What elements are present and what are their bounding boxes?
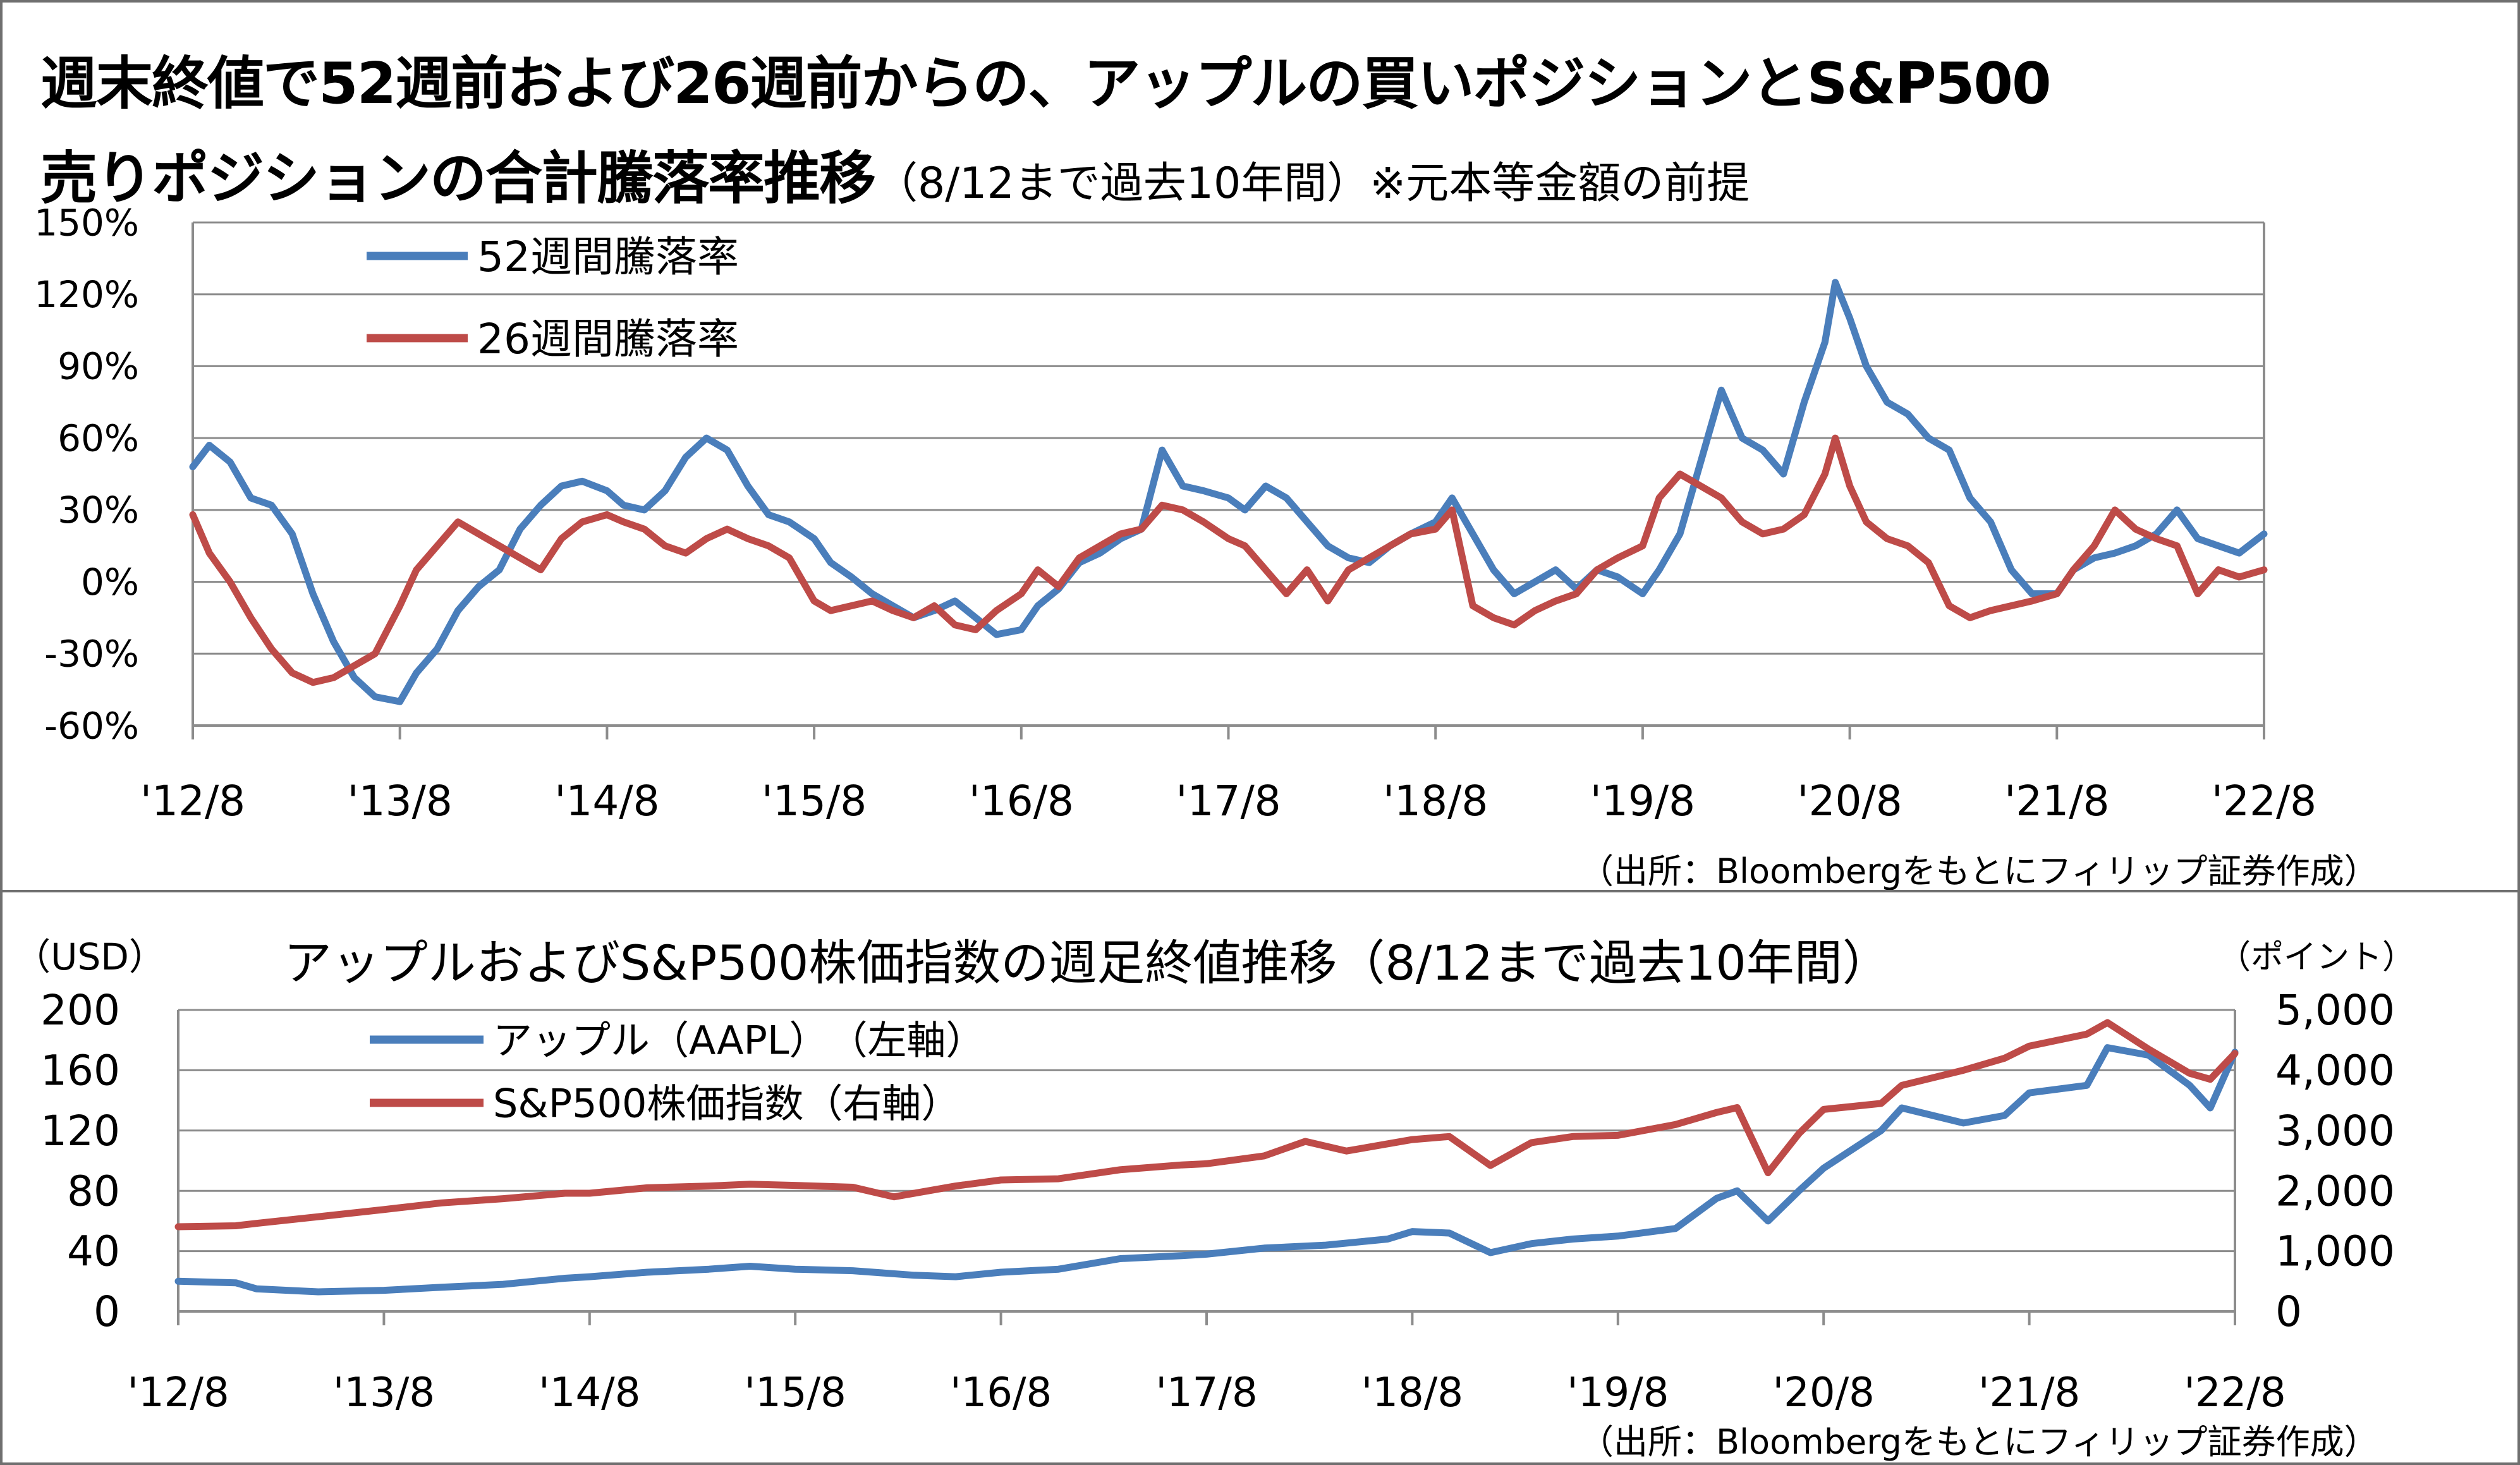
y-tick-label: 90% — [58, 345, 139, 388]
y2-tick-label: 5,000 — [2275, 986, 2395, 1035]
x-tick-label: '14/8 — [539, 1370, 640, 1416]
y-tick-label: 30% — [58, 489, 139, 532]
top-chart-source: （出所：Bloombergをもとにフィリップ証券作成） — [1580, 851, 2378, 891]
y2-tick-label: 3,000 — [2275, 1107, 2395, 1155]
x-tick-label: '22/8 — [2184, 1370, 2286, 1416]
x-tick-label: '12/8 — [127, 1370, 229, 1416]
x-tick-label: '12/8 — [140, 777, 245, 825]
x-tick-label: '16/8 — [969, 777, 1074, 825]
y-tick-label: 120 — [40, 1107, 120, 1155]
y2-tick-label: 4,000 — [2275, 1047, 2395, 1095]
x-tick-label: '18/8 — [1361, 1370, 1463, 1416]
y-tick-label: -30% — [44, 633, 139, 676]
top-chart-panel: 週末終値で52週前および26週前からの、アップルの買いポジションとS&P500 … — [0, 0, 2520, 892]
y-tick-label: 0% — [81, 561, 139, 604]
y-tick-label: 120% — [34, 273, 139, 316]
y-tick-label: 0 — [94, 1287, 120, 1336]
series-line-2 — [189, 434, 2268, 686]
x-tick-label: '13/8 — [348, 777, 453, 825]
y2-tick-label: 0 — [2275, 1287, 2302, 1336]
x-tick-label: '18/8 — [1383, 777, 1488, 825]
x-tick-label: '20/8 — [1797, 777, 1902, 825]
legend-label: S&P500株価指数（右軸） — [493, 1080, 960, 1126]
y-tick-label: 160 — [40, 1047, 120, 1095]
y-tick-label: 200 — [40, 986, 120, 1035]
series-line-1 — [189, 279, 2268, 705]
y2-tick-label: 1,000 — [2275, 1227, 2395, 1276]
y-tick-label: 60% — [58, 416, 139, 459]
x-tick-label: '20/8 — [1773, 1370, 1875, 1416]
top-chart-title-line2: 売りポジションの合計騰落率推移（8/12まで過去10年間）※元本等金額の前提 — [40, 132, 1750, 214]
x-tick-label: '19/8 — [1590, 777, 1695, 825]
bottom-chart-panel: （USD） アップルおよびS&P500株価指数の週足終値推移（8/12まで過去1… — [0, 890, 2520, 1465]
legend-label: アップル（AAPL） （左軸） — [493, 1017, 985, 1063]
x-tick-label: '22/8 — [2212, 777, 2316, 825]
top-chart-title-main: 売りポジションの合計騰落率推移 — [40, 145, 876, 212]
bottom-chart-left-unit: （USD） — [14, 935, 166, 978]
x-tick-label: '17/8 — [1176, 777, 1281, 825]
x-tick-label: '21/8 — [1978, 1370, 2080, 1416]
x-tick-label: '16/8 — [950, 1370, 1052, 1416]
x-tick-label: '15/8 — [762, 777, 867, 825]
top-chart-title-sub: （8/12まで過去10年間）※元本等金額の前提 — [875, 159, 1750, 209]
y2-tick-label: 2,000 — [2275, 1167, 2395, 1215]
x-tick-label: '19/8 — [1567, 1370, 1669, 1416]
x-tick-label: '13/8 — [333, 1370, 435, 1416]
y-tick-label: 150% — [34, 201, 139, 244]
x-tick-label: '15/8 — [745, 1370, 846, 1416]
series-line-2 — [174, 1019, 2239, 1231]
x-tick-label: '17/8 — [1155, 1370, 1257, 1416]
x-tick-label: '14/8 — [554, 777, 659, 825]
bottom-chart-source: （出所：Bloombergをもとにフィリップ証券作成） — [1580, 1422, 2378, 1462]
y-tick-label: 40 — [67, 1227, 120, 1276]
y-tick-label: -60% — [44, 704, 139, 747]
bottom-chart-title: アップルおよびS&P500株価指数の週足終値推移（8/12まで過去10年間） — [284, 935, 1890, 991]
legend-label: 52週間騰落率 — [477, 233, 739, 281]
legend-label: 26週間騰落率 — [477, 315, 739, 363]
x-tick-label: '21/8 — [2004, 777, 2109, 825]
y-tick-label: 80 — [67, 1167, 120, 1215]
bottom-chart-right-unit: （ポイント） — [2218, 939, 2416, 976]
top-chart-title-line1: 週末終値で52週前および26週前からの、アップルの買いポジションとS&P500 — [40, 51, 2052, 117]
series-line-1 — [174, 1044, 2239, 1296]
